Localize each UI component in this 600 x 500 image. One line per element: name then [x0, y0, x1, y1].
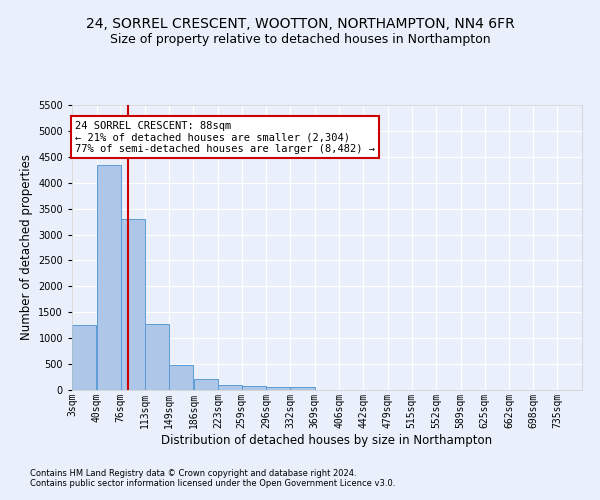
Bar — [194, 378, 218, 390]
Bar — [145, 324, 169, 390]
Bar — [97, 164, 121, 390]
Text: Contains public sector information licensed under the Open Government Licence v3: Contains public sector information licen… — [30, 478, 395, 488]
Text: 24, SORREL CRESCENT, WOOTTON, NORTHAMPTON, NN4 6FR: 24, SORREL CRESCENT, WOOTTON, NORTHAMPTO… — [86, 18, 514, 32]
Text: Size of property relative to detached houses in Northampton: Size of property relative to detached ho… — [110, 32, 490, 46]
Bar — [218, 386, 242, 390]
Bar — [169, 364, 193, 390]
X-axis label: Distribution of detached houses by size in Northampton: Distribution of detached houses by size … — [161, 434, 493, 446]
Bar — [121, 219, 145, 390]
Y-axis label: Number of detached properties: Number of detached properties — [20, 154, 32, 340]
Bar — [290, 387, 314, 390]
Bar — [72, 325, 97, 390]
Text: 24 SORREL CRESCENT: 88sqm
← 21% of detached houses are smaller (2,304)
77% of se: 24 SORREL CRESCENT: 88sqm ← 21% of detac… — [76, 120, 376, 154]
Bar — [242, 386, 266, 390]
Text: Contains HM Land Registry data © Crown copyright and database right 2024.: Contains HM Land Registry data © Crown c… — [30, 468, 356, 477]
Bar — [266, 387, 290, 390]
